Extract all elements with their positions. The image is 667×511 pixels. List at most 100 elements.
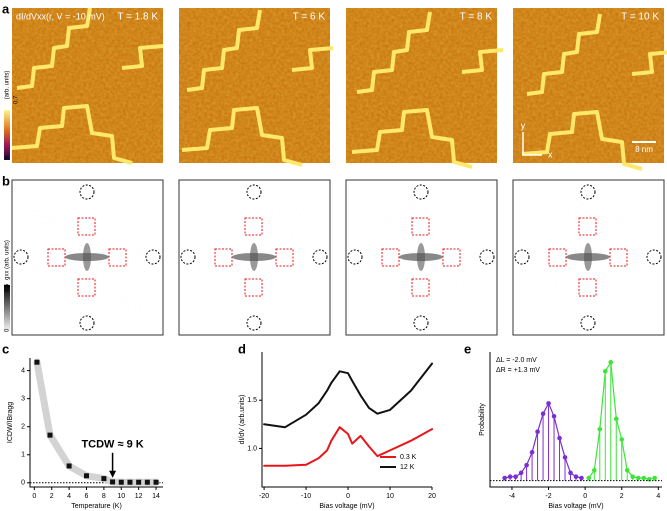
- data-point: [546, 401, 551, 406]
- colorbar-label: gxx (arb. units): [5, 240, 11, 280]
- annotation: ΔR = +1.3 mV: [496, 367, 540, 374]
- map-noise: [12, 8, 163, 163]
- x-tick-label: 0: [346, 493, 350, 500]
- legend-label: 0.3 K: [400, 454, 417, 461]
- data-point: [144, 479, 150, 485]
- y-tick-label: 1.0: [247, 445, 257, 452]
- axes: [261, 352, 432, 488]
- data-point: [127, 479, 133, 485]
- data-point: [34, 359, 40, 365]
- data-point: [524, 462, 529, 468]
- data-point: [507, 474, 513, 480]
- fft-map: [178, 179, 331, 336]
- data-point: [101, 476, 107, 482]
- fft-map: [512, 179, 665, 336]
- data-point: [579, 475, 584, 481]
- x-tick-label: -20: [259, 493, 269, 500]
- data-point: [502, 475, 507, 481]
- stm-map: T = 10 K: [513, 8, 667, 171]
- colorbar-min: 0: [5, 155, 11, 159]
- colorbar-label: (arb. units): [5, 71, 11, 100]
- data-point: [557, 435, 562, 441]
- data-point: [586, 475, 592, 481]
- annotation: ΔL = -2.0 mV: [496, 357, 537, 364]
- series-line: [263, 426, 433, 467]
- temperature: T = 1.8 K: [117, 12, 158, 23]
- fft-map: [345, 179, 498, 336]
- x-tick-label: 0: [32, 493, 36, 500]
- x-tick-label: 0: [583, 493, 587, 500]
- data-point: [562, 455, 568, 460]
- data-point: [630, 474, 636, 480]
- data-point: [641, 475, 647, 481]
- panel-label: c: [2, 341, 9, 356]
- y-axis-label: Probability: [479, 403, 486, 436]
- y-tick-label: 1.5: [247, 397, 257, 404]
- x-tick-label: 10: [386, 493, 394, 500]
- map-label: dI/dVxx(r, V = -10 mV): [16, 11, 105, 21]
- x-tick-label: 8: [102, 493, 106, 500]
- data-point: [529, 449, 535, 455]
- panel-label: a: [2, 1, 10, 16]
- data-point: [118, 479, 124, 485]
- y-axis-label: ICDW/IBragg: [7, 402, 14, 443]
- axis-y: y: [521, 120, 526, 130]
- data-point: [84, 473, 90, 479]
- axes: [489, 352, 662, 488]
- y-axis-label: dI/dV (arb.units): [239, 395, 246, 445]
- fft-map: [11, 179, 164, 336]
- x-tick-label: -10: [301, 493, 311, 500]
- x-tick-label: 2: [50, 493, 54, 500]
- data-point: [624, 467, 630, 473]
- x-tick-label: 6: [85, 493, 89, 500]
- data-point: [551, 413, 557, 419]
- axes: [29, 358, 163, 488]
- temperature: T = 8 K: [460, 12, 493, 23]
- axis-arrows: [522, 132, 542, 156]
- data-point: [635, 475, 641, 481]
- data-point: [66, 463, 72, 469]
- x-tick-label: 12: [135, 493, 143, 500]
- axis-x: x: [548, 149, 553, 159]
- x-tick-label: 10: [117, 493, 125, 500]
- legend-label: 12 K: [400, 464, 415, 471]
- data-point: [597, 426, 603, 432]
- x-axis-label: Bias voltage (mV): [319, 503, 374, 510]
- annotation: TCDW ≈ 9 K: [81, 439, 143, 451]
- data-point: [518, 470, 524, 476]
- stm-map: T = 6 K: [179, 8, 335, 167]
- colorbar: [4, 285, 10, 333]
- data-point: [540, 411, 546, 417]
- panel-label: b: [2, 173, 10, 188]
- data-point: [513, 474, 518, 480]
- temperature: T = 6 K: [293, 12, 326, 23]
- colorbar-max: 0.7: [14, 95, 20, 104]
- x-tick-label: 20: [428, 493, 436, 500]
- scale-bar-label: 8 nm: [635, 145, 653, 154]
- x-tick-label: 2: [620, 493, 624, 500]
- data-point: [47, 432, 53, 438]
- x-tick-label: 14: [152, 493, 160, 500]
- data-point: [136, 479, 142, 485]
- stm-map: T = 1.8 K: [10, 6, 165, 165]
- x-tick-label: 4: [656, 493, 660, 500]
- x-axis-label: Temperature (K): [71, 503, 122, 510]
- data-point: [573, 474, 579, 480]
- y-tick-label: 4: [21, 367, 25, 374]
- y-tick-label: 0: [21, 480, 25, 487]
- data-point: [591, 467, 597, 473]
- y-tick-label: 3: [21, 396, 25, 403]
- image-panels: T = 1.8 K T = 6 K T = 8 K T = 10 K: [10, 6, 667, 336]
- data-point: [652, 475, 657, 481]
- data-point: [608, 359, 614, 365]
- data-point: [602, 368, 608, 374]
- y-tick-label: 2: [21, 424, 25, 431]
- arrow-head: [109, 470, 117, 478]
- panel-label: e: [464, 341, 471, 356]
- x-tick-label: 4: [67, 493, 71, 500]
- data-point: [110, 479, 116, 485]
- colorbar: [4, 110, 10, 160]
- x-axis-label: Bias voltage (mV): [548, 503, 603, 510]
- data-point: [568, 470, 573, 476]
